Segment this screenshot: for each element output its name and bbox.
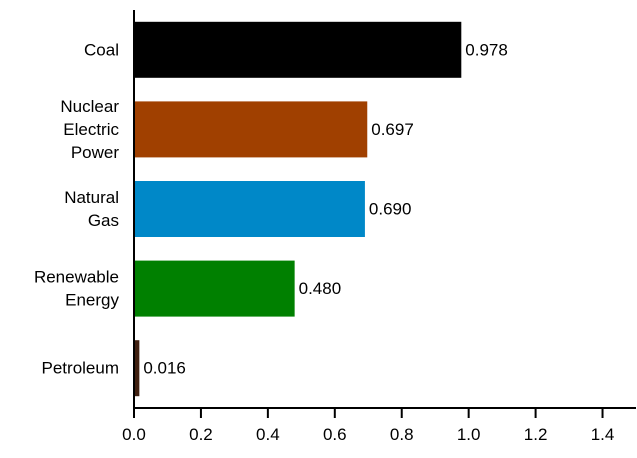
value-label: 0.690: [369, 200, 412, 219]
x-tick-label: 1.2: [524, 425, 548, 444]
x-tick-label: 0.0: [122, 425, 146, 444]
x-tick-label: 0.8: [390, 425, 414, 444]
value-label: 0.480: [299, 279, 342, 298]
bar: [134, 101, 368, 158]
category-label: Energy: [65, 291, 119, 310]
category-label: Electric: [63, 120, 119, 139]
value-label: 0.016: [143, 359, 186, 378]
x-tick-label: 0.6: [323, 425, 347, 444]
x-axis-ticks: 0.0 0.2 0.4 0.6 0.8 1.0 1.2 1.4: [122, 408, 614, 444]
category-labels: Coal Nuclear Electric Power Natural Gas Renewa…: [34, 40, 120, 377]
category-label: Natural: [64, 188, 119, 207]
bars: [134, 21, 462, 397]
category-label: Renewable: [34, 268, 119, 287]
bar: [134, 21, 462, 78]
bar: [134, 260, 295, 317]
category-label: Petroleum: [42, 359, 119, 378]
x-tick-label: 1.4: [591, 425, 615, 444]
x-tick-label: 0.4: [256, 425, 280, 444]
bar: [134, 181, 365, 237]
value-label: 0.978: [465, 40, 508, 59]
x-tick-label: 0.2: [189, 425, 213, 444]
category-label: Power: [71, 143, 120, 162]
category-label: Gas: [88, 211, 119, 230]
value-labels: 0.978 0.697 0.690 0.480 0.016: [143, 40, 507, 377]
x-tick-label: 1.0: [457, 425, 481, 444]
category-label: Coal: [84, 40, 119, 59]
bar: [134, 340, 140, 397]
category-label: Nuclear: [60, 97, 119, 116]
value-label: 0.697: [371, 120, 414, 139]
